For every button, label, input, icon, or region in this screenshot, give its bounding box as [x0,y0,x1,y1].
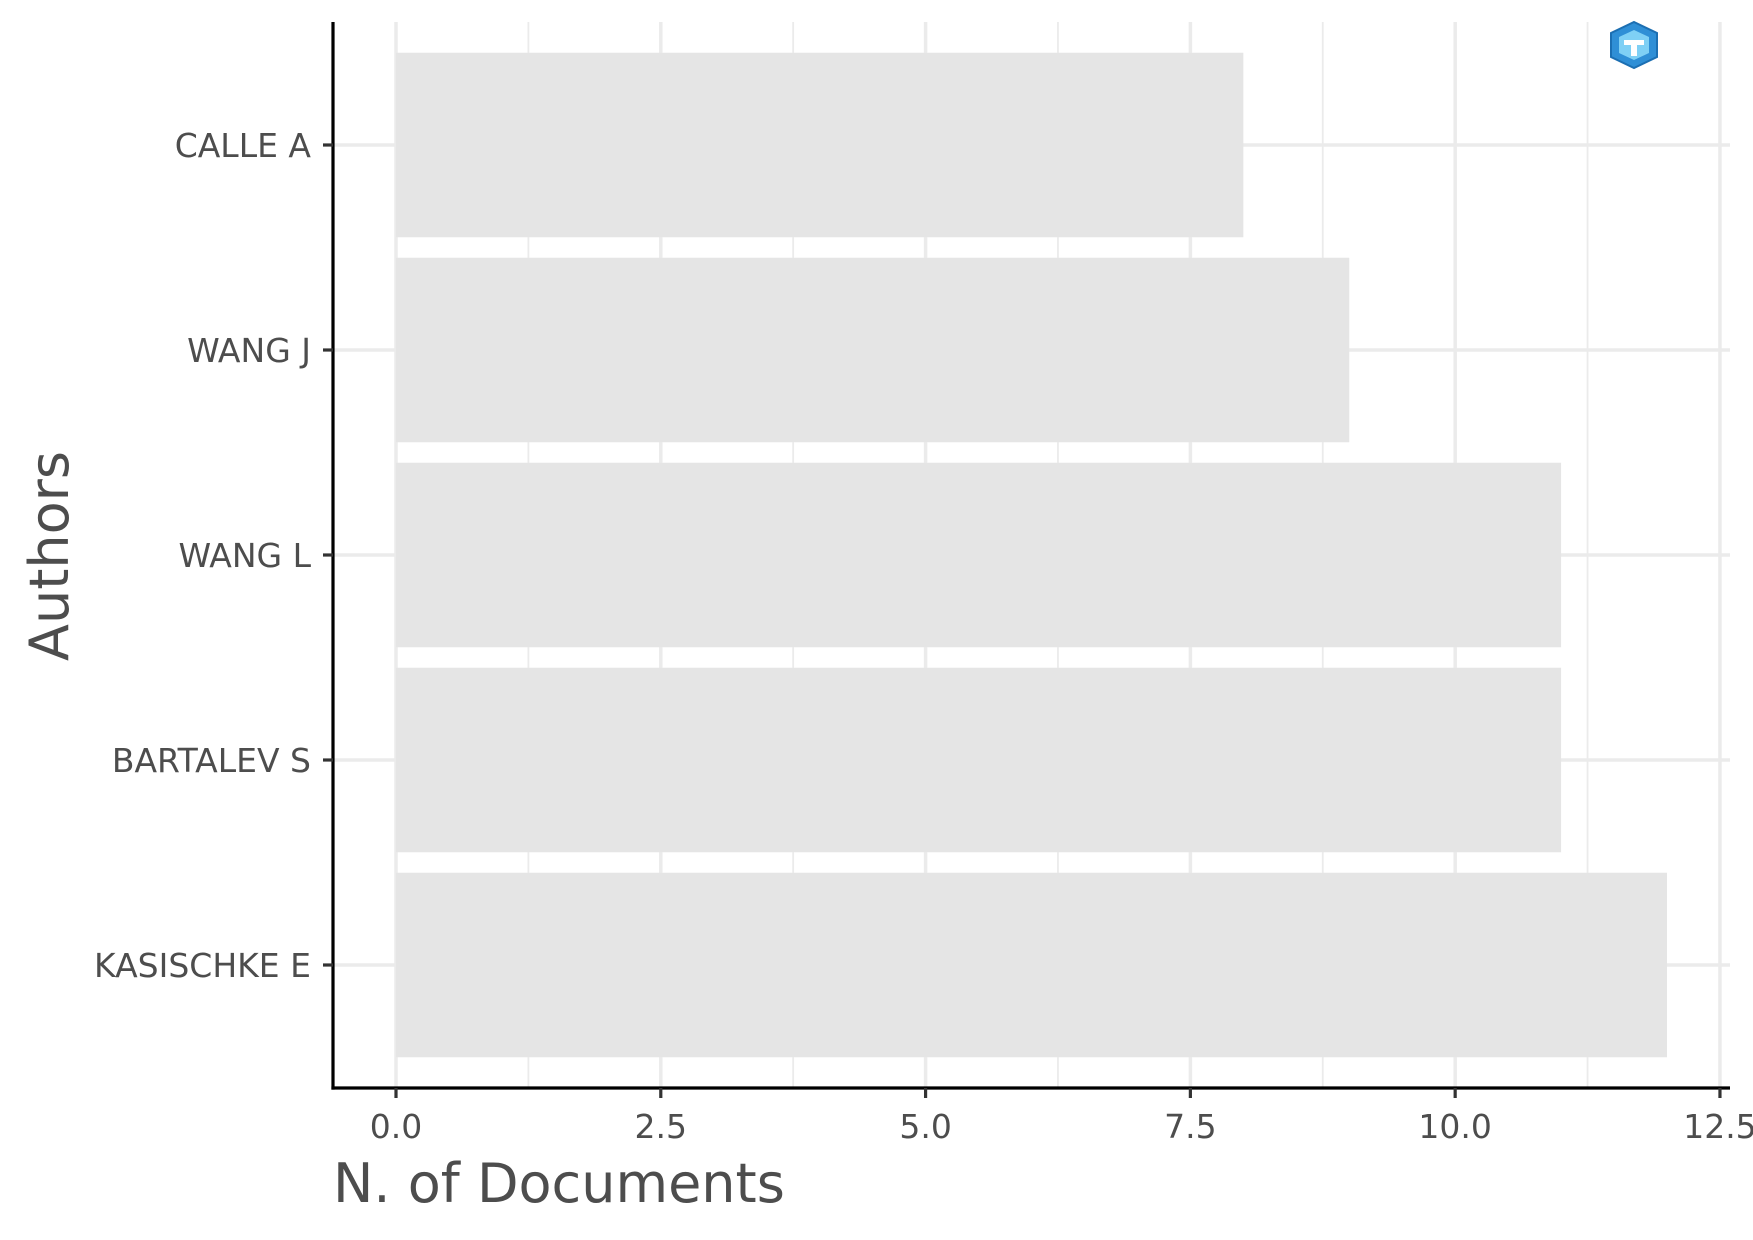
bibliometrix-logo-icon [1610,20,1658,70]
axes [323,22,1730,1098]
y-tick-label: WANG J [187,331,311,370]
bar [396,872,1667,1058]
bar [396,462,1562,648]
x-tick-label: 5.0 [899,1107,951,1146]
y-tick-label: BARTALEV S [112,741,311,780]
x-axis-title: N. of Documents [333,1152,785,1215]
x-tick-label: 10.0 [1418,1107,1491,1146]
y-axis-title: Authors [18,451,81,661]
x-tick-label: 12.5 [1683,1107,1753,1146]
bar [396,667,1562,853]
y-tick-labels: CALLE A WANG J WANG L BARTALEV S KASISCHKE E [94,126,312,985]
y-tick-label: WANG L [178,536,311,575]
x-tick-label: 7.5 [1164,1107,1216,1146]
bars [396,52,1667,1058]
bar [396,52,1244,238]
x-tick-labels: 0.0 2.5 5.0 7.5 10.0 12.5 [370,1107,1753,1146]
x-tick-label: 0.0 [370,1107,422,1146]
y-tick-label: CALLE A [175,126,312,165]
x-tick-label: 2.5 [635,1107,687,1146]
y-tick-label: KASISCHKE E [94,946,311,985]
bar [396,257,1350,443]
